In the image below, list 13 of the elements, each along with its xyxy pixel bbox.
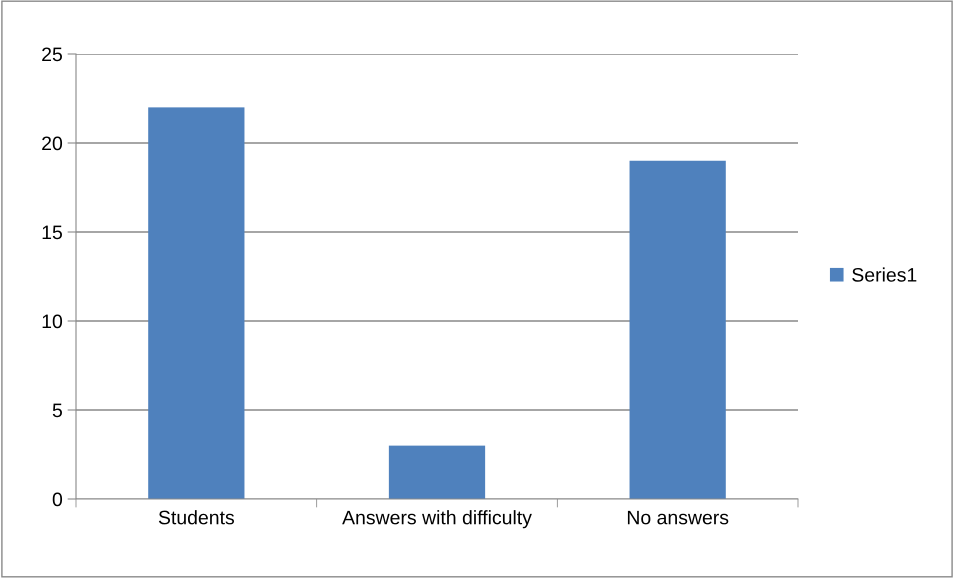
- y-tick-label: 25: [42, 47, 62, 62]
- bar: [388, 446, 486, 499]
- y-tick-label: 0: [52, 492, 62, 506]
- bar: [148, 107, 244, 499]
- y-tick-label: 15: [42, 226, 62, 240]
- y-tick-label: 10: [42, 314, 62, 328]
- x-tick-label: No answers: [628, 510, 728, 524]
- x-tick-label: Answers with difficulty: [342, 510, 532, 528]
- x-tick-label: Students: [158, 510, 234, 524]
- bar: [630, 160, 726, 499]
- y-tick-label: 5: [52, 404, 62, 418]
- y-tick-label: 20: [42, 136, 62, 150]
- legend-label: Series1: [852, 267, 916, 282]
